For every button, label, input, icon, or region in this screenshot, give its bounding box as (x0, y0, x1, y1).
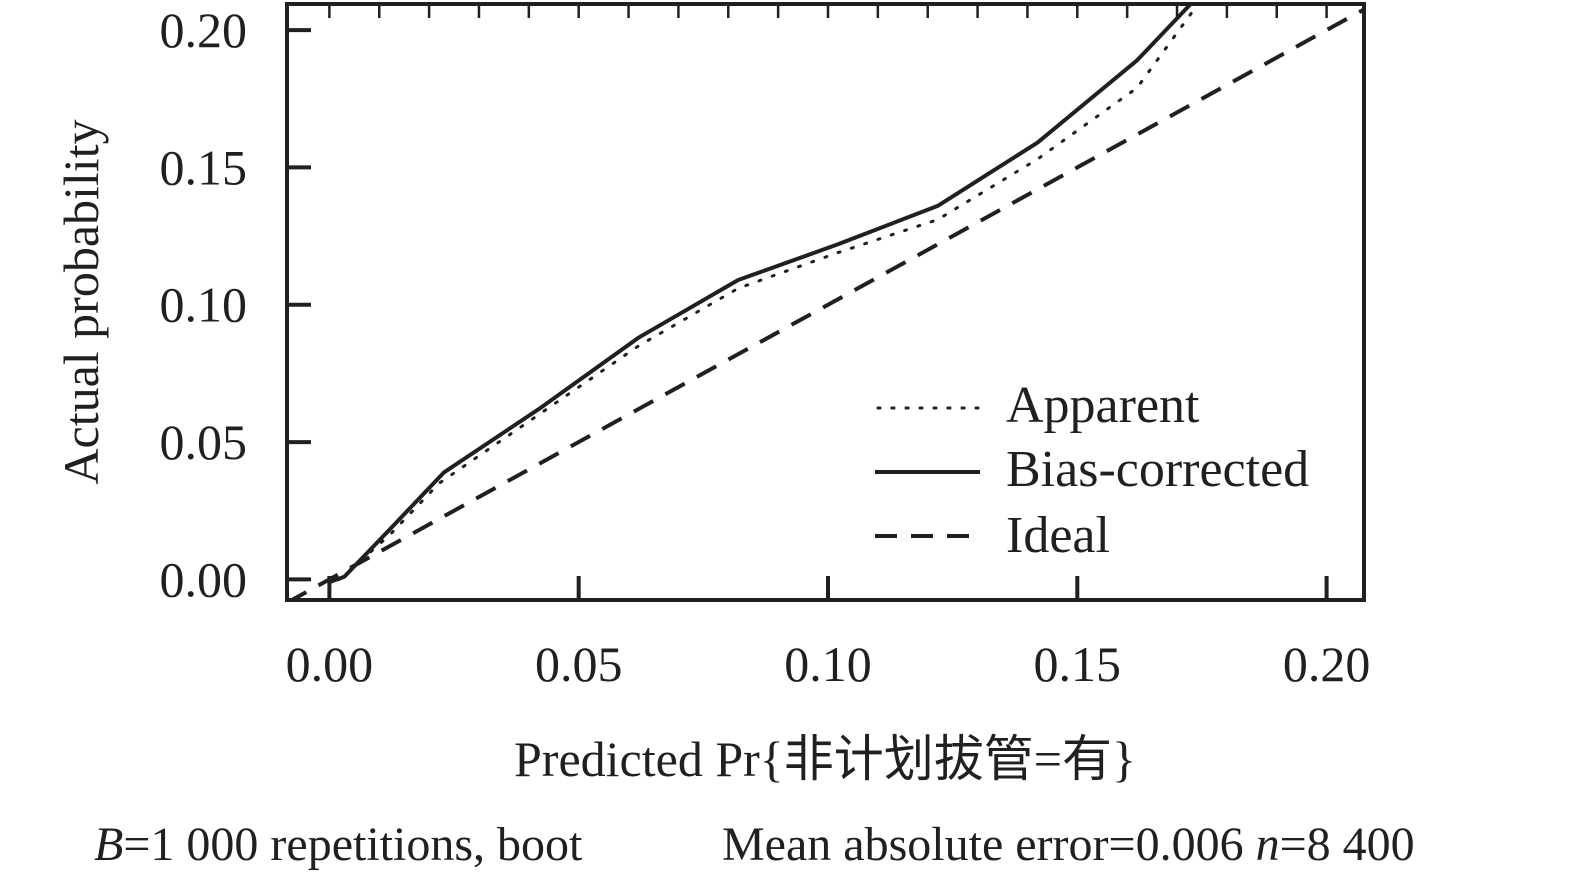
b-symbol: B (94, 818, 123, 871)
x-tick-label-0: 0.00 (286, 636, 374, 692)
mae-text: Mean absolute error=0.006 (722, 818, 1256, 871)
x-tick-label-1: 0.05 (535, 636, 623, 692)
x-axis-ticks: 0.00 0.05 0.10 0.15 0.20 (286, 576, 1371, 692)
y-tick-label-0: 0.00 (160, 551, 248, 607)
x-axis-title: Predicted Pr{非计划拔管=有} (514, 731, 1136, 787)
error-annotation: Mean absolute error=0.006 n=8 400 (722, 818, 1415, 871)
n-symbol: n (1256, 818, 1280, 871)
x-tick-label-4: 0.20 (1283, 636, 1371, 692)
y-axis-title: Actual probability (53, 119, 109, 484)
repetitions-text: =1 000 repetitions, boot (123, 818, 583, 871)
series-ideal-line (287, 7, 1364, 600)
series-layer (287, 4, 1364, 600)
y-tick-label-1: 0.05 (160, 414, 248, 470)
bootstrap-annotation: B=1 000 repetitions, boot (94, 818, 583, 871)
y-tick-label-2: 0.10 (160, 277, 248, 333)
legend-label-bias-corrected: Bias-corrected (1006, 441, 1309, 498)
x-tick-label-3: 0.15 (1034, 636, 1122, 692)
legend: Apparent Bias-corrected Ideal (875, 377, 1309, 564)
legend-label-apparent: Apparent (1006, 377, 1200, 434)
top-minor-ticks (328, 4, 1328, 18)
series-apparent-line (337, 4, 1199, 581)
plot-frame (285, 2, 1366, 602)
series-bias-corrected-line (328, 4, 1194, 584)
n-value-text: =8 400 (1280, 818, 1415, 871)
y-tick-label-4: 0.20 (160, 2, 248, 58)
y-tick-label-3: 0.15 (160, 139, 248, 195)
y-axis-ticks: 0.00 0.05 0.10 0.15 0.20 (160, 2, 311, 607)
legend-label-ideal: Ideal (1006, 507, 1110, 564)
x-tick-label-2: 0.10 (784, 636, 872, 692)
